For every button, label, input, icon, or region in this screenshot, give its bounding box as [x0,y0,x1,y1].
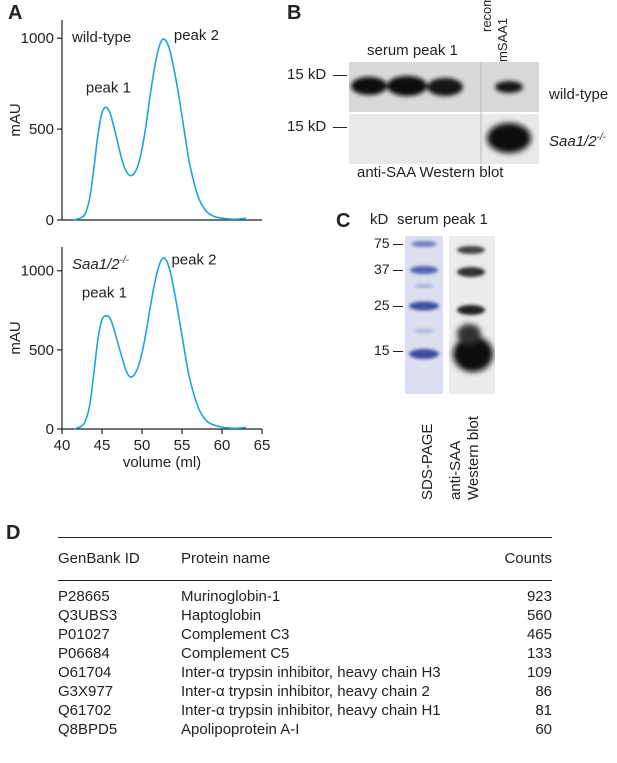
marker-tick-75 [393,244,403,245]
cell-protein-name: Inter-α trypsin inhibitor, heavy chain 2 [181,683,430,700]
cell-protein-name: Murinoglobin-1 [181,588,281,605]
peak-label: peak 2 [174,27,219,44]
cell-counts: 923 [526,588,552,605]
x-tick-label: 55 [174,437,191,454]
y-tick-label: 1000 [21,263,54,280]
chromatogram-figure: 0 500 1000 mAU wild-type peak 1 peak 2 0 500 100… [7,20,270,470]
lane-label-sds-page: SDS-PAGE [419,423,436,500]
y-tick-label: 1000 [21,30,54,47]
blot-header-serum: serum peak 1 [367,42,458,59]
cell-genbank-id: P28665 [58,588,110,605]
cell-genbank-id: O61704 [58,664,112,681]
marker-25: 25 [374,297,390,313]
marker-tick-37 [393,270,403,271]
x-tick-label: 50 [134,437,151,454]
x-axis-label: volume (ml) [123,454,201,470]
panel-letter-c: C [336,210,351,232]
table-top-rule [58,537,552,538]
x-tick-label: 60 [214,437,231,454]
chromatogram-saa-knockout: 0 500 1000 40 45 50 55 60 65 mAU volume (ml) Saa1/2… [7,247,270,470]
y-axis-label: mAU [7,103,24,136]
cell-genbank-id: P01027 [58,626,110,643]
cell-counts: 133 [526,645,552,662]
chart-title: wild-type [71,29,131,46]
table-row: G3X977 Inter-α trypsin inhibitor, heavy c… [58,682,552,701]
header-protein-name: Protein name [181,550,271,567]
peak-label: peak 2 [171,251,216,268]
lane-label-western-blot: Western blot [465,416,482,500]
series-line-wild-type [73,38,247,221]
cell-genbank-id: Q3UBS3 [58,607,118,624]
table-row: Q3UBS3 Haptoglobin 560 [58,606,552,625]
table-row: O61704 Inter-α trypsin inhibitor, heavy c… [58,663,552,682]
cell-genbank-id: Q8BPD5 [58,721,118,738]
marker-15: 15 [374,342,390,358]
cell-protein-name: Complement C3 [181,626,290,643]
cell-genbank-id: P06684 [58,645,110,662]
recomb-label: recomb. mSAA1 [479,0,537,62]
y-tick-label: 0 [46,421,54,438]
cell-protein-name: Complement C5 [181,645,290,662]
protein-table: GenBank ID Protein name Counts P28665 Mur… [58,537,552,739]
lane-label-anti-saa: anti-SAA [447,440,464,500]
x-tick-label: 45 [94,437,111,454]
marker-tick-top [333,75,347,76]
panel-b: serum peak 1 recomb. mSAA1 15 kD 15 kD w… [287,0,617,200]
table-body: P28665 Murinoglobin-1 923 Q3UBS3 Haptoglobin… [58,587,552,739]
marker-tick-25 [393,306,403,307]
row-label-wild-type: wild-type [549,86,609,103]
header-counts: Counts [504,550,552,567]
panel-letter-b: B [287,2,302,24]
y-tick-label: 0 [46,212,54,229]
cell-counts: 60 [535,721,552,738]
kd-label: kD [370,211,389,228]
table-row: P01027 Complement C3 465 [58,625,552,644]
marker-tick-15 [393,351,403,352]
cell-protein-name: Inter-α trypsin inhibitor, heavy chain H… [181,664,441,681]
cell-genbank-id: Q61702 [58,702,112,719]
peak-label: peak 1 [82,285,127,302]
gel-header-serum: serum peak 1 [397,211,488,228]
table-row: Q8BPD5 Apolipoprotein A-I 60 [58,720,552,739]
marker-tick-bottom [333,127,347,128]
y-axis-label: mAU [7,321,24,354]
header-genbank-id: GenBank ID [58,550,140,567]
panel-c: kD serum peak 1 75 37 25 15 S [360,200,560,510]
cell-counts: 81 [535,702,552,719]
table-row: P06684 Complement C5 133 [58,644,552,663]
chart-title: Saa1/2-/- [72,255,130,273]
marker-15kd-bottom: 15 kD [287,118,327,135]
marker-75: 75 [374,235,390,251]
y-tick-label: 500 [29,121,54,138]
marker-37: 37 [374,261,390,277]
recomb-label-line1: recomb. [479,0,494,32]
marker-15kd-top: 15 kD [287,66,327,83]
table-row: Q61702 Inter-α trypsin inhibitor, heavy c… [58,701,552,720]
cell-counts: 465 [526,626,552,643]
panel-letter-a: A [8,2,23,24]
table-header-rule [58,580,552,581]
gel-image [405,236,495,394]
y-tick-label: 500 [29,342,54,359]
cell-protein-name: Inter-α trypsin inhibitor, heavy chain H… [181,702,441,719]
cell-counts: 86 [535,683,552,700]
table-header-row: GenBank ID Protein name Counts [58,538,552,580]
blot-caption: anti-SAA Western blot [357,164,504,181]
panel-letter-d: D [6,522,21,544]
cell-protein-name: Haptoglobin [181,607,262,624]
cell-protein-name: Apolipoprotein A-I [181,721,300,738]
chromatogram-wild-type: 0 500 1000 mAU wild-type peak 1 peak 2 [7,20,262,229]
x-tick-label: 40 [54,437,71,454]
row-label-saa-knockout: Saa1/2-/- [549,132,606,150]
cell-counts: 109 [526,664,552,681]
x-tick-label: 65 [254,437,271,454]
series-line-saa-knockout [73,257,247,430]
western-blot-image [349,62,539,164]
cell-genbank-id: G3X977 [58,683,114,700]
table-row: P28665 Murinoglobin-1 923 [58,587,552,606]
recomb-label-line2: mSAA1 [495,17,510,62]
cell-counts: 560 [526,607,552,624]
peak-label: peak 1 [86,80,131,97]
